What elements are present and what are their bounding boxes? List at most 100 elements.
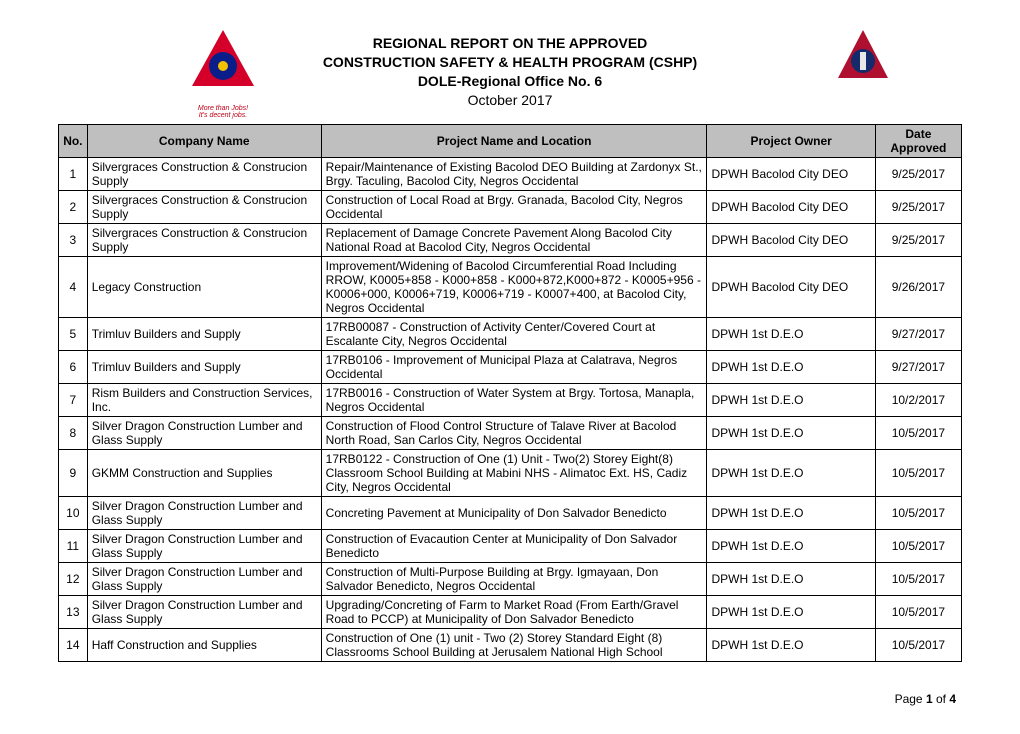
cell-owner: DPWH 1st D.E.O	[707, 562, 875, 595]
cell-no: 7	[59, 383, 88, 416]
cell-company: Silver Dragon Construction Lumber and Gl…	[87, 416, 321, 449]
cell-project: Repair/Maintenance of Existing Bacolod D…	[321, 157, 707, 190]
cell-no: 4	[59, 256, 88, 317]
cell-no: 5	[59, 317, 88, 350]
agency-logo	[834, 28, 892, 95]
cell-project: Replacement of Damage Concrete Pavement …	[321, 223, 707, 256]
table-row: 1Silvergraces Construction & Construcion…	[59, 157, 962, 190]
cell-project: Construction of One (1) unit - Two (2) S…	[321, 628, 707, 661]
cell-company: Rism Builders and Construction Services,…	[87, 383, 321, 416]
cell-no: 3	[59, 223, 88, 256]
header: More than Jobs! It's decent jobs. REGION…	[58, 28, 962, 110]
tagline-2: It's decent jobs.	[188, 112, 258, 119]
table-row: 10Silver Dragon Construction Lumber and …	[59, 496, 962, 529]
table-row: 5Trimluv Builders and Supply17RB00087 - …	[59, 317, 962, 350]
title-line-1: REGIONAL REPORT ON THE APPROVED	[323, 34, 697, 53]
cell-project: Construction of Evacaution Center at Mun…	[321, 529, 707, 562]
cell-company: Silver Dragon Construction Lumber and Gl…	[87, 562, 321, 595]
cell-no: 12	[59, 562, 88, 595]
cell-no: 10	[59, 496, 88, 529]
cell-company: Trimluv Builders and Supply	[87, 350, 321, 383]
tagline-1: More than Jobs!	[188, 105, 258, 112]
cell-date: 10/5/2017	[875, 416, 961, 449]
cell-no: 6	[59, 350, 88, 383]
page-footer: Page 1 of 4	[58, 692, 962, 706]
cell-date: 10/5/2017	[875, 496, 961, 529]
cell-company: GKMM Construction and Supplies	[87, 449, 321, 496]
col-project: Project Name and Location	[321, 124, 707, 157]
table-row: 13Silver Dragon Construction Lumber and …	[59, 595, 962, 628]
cell-date: 9/26/2017	[875, 256, 961, 317]
title-line-2: CONSTRUCTION SAFETY & HEALTH PROGRAM (CS…	[323, 53, 697, 72]
title-block: REGIONAL REPORT ON THE APPROVED CONSTRUC…	[323, 28, 697, 110]
cell-owner: DPWH Bacolod City DEO	[707, 157, 875, 190]
cell-company: Haff Construction and Supplies	[87, 628, 321, 661]
cell-date: 10/5/2017	[875, 595, 961, 628]
cell-owner: DPWH 1st D.E.O	[707, 416, 875, 449]
col-owner: Project Owner	[707, 124, 875, 157]
cell-date: 10/5/2017	[875, 562, 961, 595]
cell-no: 9	[59, 449, 88, 496]
cell-owner: DPWH 1st D.E.O	[707, 449, 875, 496]
table-row: 4Legacy ConstructionImprovement/Widening…	[59, 256, 962, 317]
cell-project: Upgrading/Concreting of Farm to Market R…	[321, 595, 707, 628]
cell-owner: DPWH 1st D.E.O	[707, 350, 875, 383]
cell-project: Construction of Local Road at Brgy. Gran…	[321, 190, 707, 223]
title-date: October 2017	[323, 91, 697, 110]
cell-date: 10/5/2017	[875, 529, 961, 562]
cell-owner: DPWH Bacolod City DEO	[707, 223, 875, 256]
cell-company: Silvergraces Construction & Construcion …	[87, 157, 321, 190]
col-date: Date Approved	[875, 124, 961, 157]
col-company: Company Name	[87, 124, 321, 157]
dole-logo: More than Jobs! It's decent jobs.	[188, 28, 258, 119]
table-row: 12Silver Dragon Construction Lumber and …	[59, 562, 962, 595]
cell-project: 17RB0106 - Improvement of Municipal Plaz…	[321, 350, 707, 383]
cell-no: 2	[59, 190, 88, 223]
cell-owner: DPWH Bacolod City DEO	[707, 256, 875, 317]
cell-owner: DPWH 1st D.E.O	[707, 317, 875, 350]
table-row: 2Silvergraces Construction & Construcion…	[59, 190, 962, 223]
cell-owner: DPWH 1st D.E.O	[707, 628, 875, 661]
cell-date: 9/25/2017	[875, 223, 961, 256]
cell-owner: DPWH 1st D.E.O	[707, 496, 875, 529]
emblem-icon	[860, 52, 866, 70]
cell-project: Construction of Multi-Purpose Building a…	[321, 562, 707, 595]
page: More than Jobs! It's decent jobs. REGION…	[0, 0, 1020, 734]
sun-icon	[218, 61, 228, 71]
table-row: 7Rism Builders and Construction Services…	[59, 383, 962, 416]
cell-date: 10/5/2017	[875, 628, 961, 661]
cell-project: Concreting Pavement at Municipality of D…	[321, 496, 707, 529]
footer-total: 4	[949, 692, 956, 706]
cell-no: 14	[59, 628, 88, 661]
cell-company: Legacy Construction	[87, 256, 321, 317]
cell-company: Silver Dragon Construction Lumber and Gl…	[87, 529, 321, 562]
footer-current: 1	[926, 692, 933, 706]
cell-company: Silver Dragon Construction Lumber and Gl…	[87, 595, 321, 628]
report-table: No. Company Name Project Name and Locati…	[58, 124, 962, 662]
cell-project: 17RB0122 - Construction of One (1) Unit …	[321, 449, 707, 496]
logo-tagline: More than Jobs! It's decent jobs.	[188, 105, 258, 119]
cell-owner: DPWH 1st D.E.O	[707, 383, 875, 416]
cell-no: 11	[59, 529, 88, 562]
table-header-row: No. Company Name Project Name and Locati…	[59, 124, 962, 157]
cell-project: 17RB0016 - Construction of Water System …	[321, 383, 707, 416]
cell-date: 9/27/2017	[875, 317, 961, 350]
cell-company: Silvergraces Construction & Construcion …	[87, 190, 321, 223]
cell-company: Silver Dragon Construction Lumber and Gl…	[87, 496, 321, 529]
cell-date: 9/27/2017	[875, 350, 961, 383]
cell-owner: DPWH Bacolod City DEO	[707, 190, 875, 223]
cell-no: 13	[59, 595, 88, 628]
table-row: 9GKMM Construction and Supplies17RB0122 …	[59, 449, 962, 496]
table-row: 3Silvergraces Construction & Construcion…	[59, 223, 962, 256]
cell-owner: DPWH 1st D.E.O	[707, 595, 875, 628]
cell-project: Construction of Flood Control Structure …	[321, 416, 707, 449]
table-row: 14Haff Construction and SuppliesConstruc…	[59, 628, 962, 661]
cell-date: 9/25/2017	[875, 190, 961, 223]
table-row: 11Silver Dragon Construction Lumber and …	[59, 529, 962, 562]
cell-project: Improvement/Widening of Bacolod Circumfe…	[321, 256, 707, 317]
cell-no: 1	[59, 157, 88, 190]
cell-owner: DPWH 1st D.E.O	[707, 529, 875, 562]
title-line-3: DOLE-Regional Office No. 6	[323, 72, 697, 91]
cell-date: 10/5/2017	[875, 449, 961, 496]
cell-date: 9/25/2017	[875, 157, 961, 190]
